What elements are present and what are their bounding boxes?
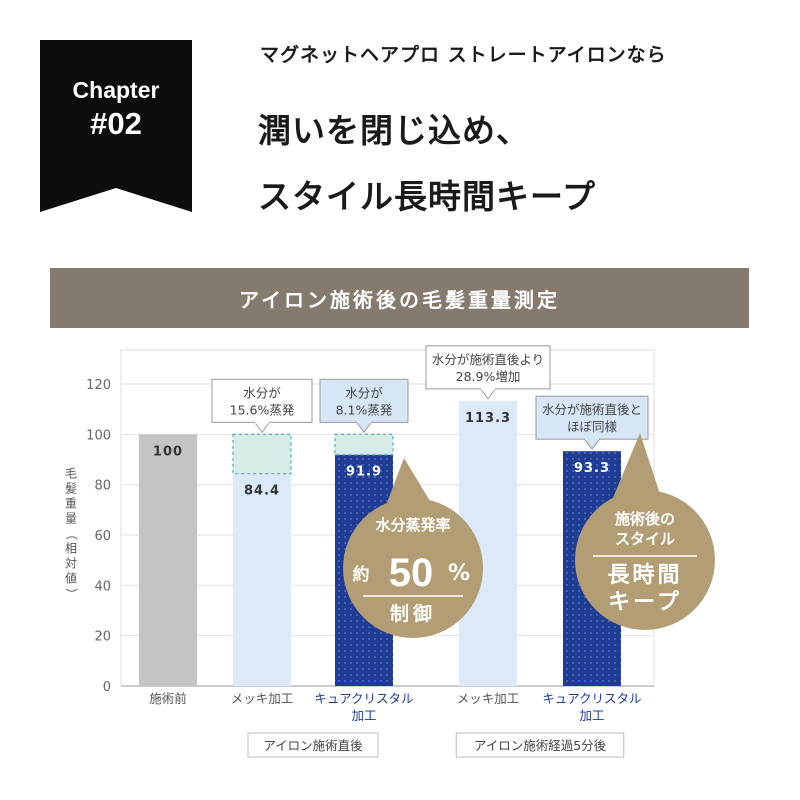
chapter-number: #02 bbox=[90, 106, 142, 141]
annotation-pointer-joint bbox=[481, 386, 495, 390]
callout-bottom-text: 制御 bbox=[390, 602, 436, 625]
y-tick-label: 0 bbox=[103, 680, 111, 695]
group-label-box bbox=[455, 732, 625, 758]
callout-big-number: 50 bbox=[389, 551, 434, 595]
annotation-text: 水分が施術直後と bbox=[542, 402, 642, 417]
ribbon-shape bbox=[40, 40, 192, 212]
bar bbox=[139, 434, 197, 686]
annotation-text: 水分が bbox=[243, 385, 281, 400]
x-tick-label: 施術前 bbox=[149, 691, 187, 706]
bar-value-label: 93.3 bbox=[574, 461, 610, 476]
evaporated-segment bbox=[232, 433, 292, 475]
y-axis-label-char: 毛 bbox=[65, 467, 77, 481]
y-tick-label: 120 bbox=[86, 378, 111, 393]
annotation-text: 水分が bbox=[345, 385, 383, 400]
callout-circle bbox=[343, 498, 483, 638]
y-axis-label-char: 量 bbox=[65, 512, 77, 526]
annotation-box bbox=[319, 378, 409, 423]
callout-pointer bbox=[610, 433, 660, 505]
callout-unit: % bbox=[448, 561, 470, 586]
callout-top-text: スタイル bbox=[615, 530, 675, 548]
x-tick-label: メッキ加工 bbox=[231, 691, 294, 706]
y-axis-label-char: 値 bbox=[65, 571, 77, 586]
headline-line-1: 潤いを閉じ込め、 bbox=[258, 111, 530, 150]
annotation-text: 8.1%蒸発 bbox=[336, 402, 393, 417]
x-tick-label: メッキ加工 bbox=[457, 691, 520, 706]
page-subtitle: マグネットヘアプロ ストレートアイロンなら bbox=[260, 44, 667, 66]
callout-bottom-text: キープ bbox=[608, 590, 682, 615]
annotation-pointer-joint bbox=[357, 420, 371, 424]
annotation-text: 水分が施術直後より bbox=[432, 352, 544, 367]
x-tick-label: キュアクリスタル bbox=[314, 691, 413, 706]
y-tick-label: 40 bbox=[94, 579, 111, 594]
annotation-pointer-joint bbox=[255, 420, 269, 424]
headline-line-2: スタイル長時間キープ bbox=[258, 177, 597, 216]
group-label: アイロン施術経過5分後 bbox=[474, 738, 607, 753]
x-tick-label: 加工 bbox=[351, 708, 376, 723]
annotation-text: 28.9%増加 bbox=[456, 369, 521, 384]
callout-top-text: 施術後の bbox=[615, 510, 675, 528]
callout-bottom-text: 長時間 bbox=[607, 563, 682, 588]
y-tick-label: 100 bbox=[86, 428, 111, 443]
annotation-box bbox=[535, 395, 649, 440]
y-axis-label-char: ） bbox=[65, 588, 79, 600]
y-axis-label-char: 相 bbox=[65, 542, 77, 556]
x-tick-label: 加工 bbox=[579, 708, 604, 723]
chart-banner: アイロン施術後の毛髪重量測定 bbox=[50, 268, 749, 328]
bar bbox=[233, 473, 291, 686]
y-axis-label-char: （ bbox=[65, 528, 79, 540]
callout-top-text: 水分蒸発率 bbox=[375, 516, 450, 534]
y-axis-label-char: 重 bbox=[65, 497, 77, 511]
bar-value-label: 91.9 bbox=[346, 465, 382, 480]
group-label-box bbox=[247, 732, 379, 758]
chapter-badge: Chapter #02 bbox=[40, 40, 192, 212]
chapter-label: Chapter bbox=[72, 77, 160, 103]
page-headline: 潤いを閉じ込め、 スタイル長時間キープ bbox=[258, 98, 596, 230]
bar-value-label: 100 bbox=[153, 444, 183, 459]
y-axis-label-char: 髪 bbox=[65, 482, 77, 496]
y-axis-label-char: 対 bbox=[65, 557, 77, 571]
group-label: アイロン施術直後 bbox=[263, 738, 363, 753]
bar-value-label: 113.3 bbox=[465, 411, 511, 426]
annotation-text: 15.6%蒸発 bbox=[230, 402, 295, 417]
y-tick-label: 20 bbox=[94, 630, 111, 645]
evaporated-segment bbox=[334, 433, 394, 456]
x-tick-label: キュアクリスタル bbox=[542, 691, 641, 706]
callout-prefix: 約 bbox=[353, 564, 370, 585]
annotation-pointer-joint bbox=[585, 437, 599, 441]
y-tick-label: 60 bbox=[94, 529, 111, 544]
y-tick-label: 80 bbox=[94, 479, 111, 494]
callout-circle bbox=[575, 490, 715, 630]
bar-value-label: 84.4 bbox=[244, 484, 280, 499]
annotation-text: ほぼ同様 bbox=[567, 419, 618, 434]
annotation-box bbox=[211, 378, 313, 423]
annotation-box bbox=[425, 345, 551, 390]
